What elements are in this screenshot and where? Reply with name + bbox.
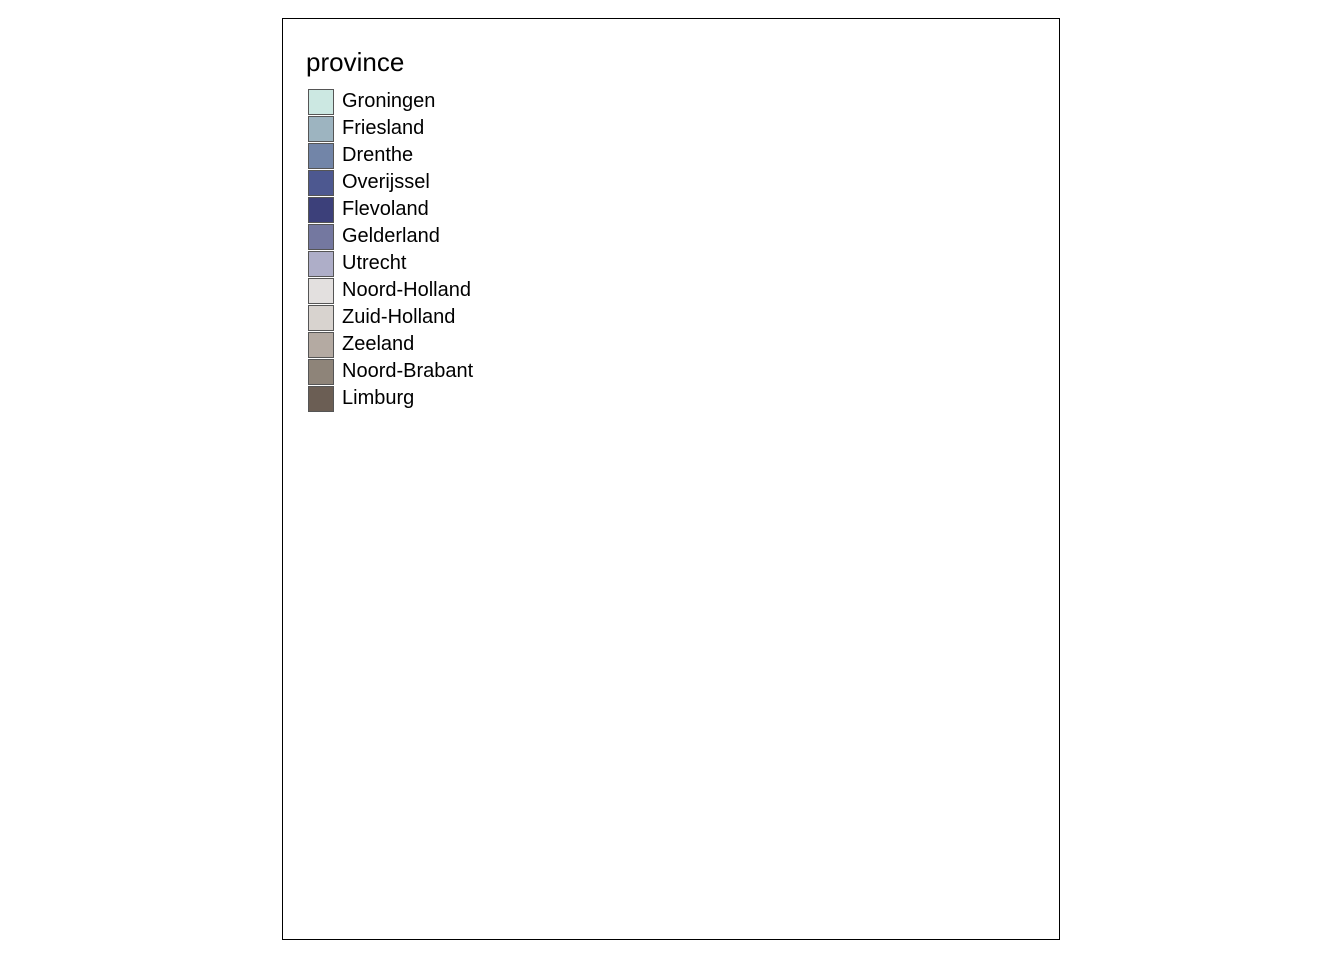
legend-swatch xyxy=(308,142,334,169)
legend-swatch xyxy=(308,331,334,358)
legend-swatch xyxy=(308,385,334,412)
legend-label: Utrecht xyxy=(342,252,407,274)
legend-item-utrecht: Utrecht xyxy=(306,250,473,277)
legend-title: province xyxy=(306,47,405,77)
legend-swatch xyxy=(308,358,334,385)
legend-label: Limburg xyxy=(342,387,415,409)
legend-swatch xyxy=(308,277,334,304)
legend-item-drenthe: Drenthe xyxy=(306,142,473,169)
legend-swatch xyxy=(308,115,334,142)
legend-item-noord-holland: Noord-Holland xyxy=(306,277,473,304)
legend-swatch xyxy=(308,304,334,331)
legend-label: Overijssel xyxy=(342,171,430,193)
legend-item-flevoland: Flevoland xyxy=(306,196,473,223)
legend-label: Groningen xyxy=(342,90,436,112)
legend-item-overijssel: Overijssel xyxy=(306,169,473,196)
map-legend: province Groningen Friesland Drenthe Ove… xyxy=(306,46,473,412)
legend-item-gelderland: Gelderland xyxy=(306,223,473,250)
legend-item-groningen: Groningen xyxy=(306,88,473,115)
legend-label: Drenthe xyxy=(342,144,414,166)
legend-label: Zeeland xyxy=(342,333,415,355)
legend-swatch xyxy=(308,196,334,223)
legend-swatch xyxy=(308,250,334,277)
map-frame xyxy=(282,18,1060,940)
legend-label: Flevoland xyxy=(342,198,429,220)
legend-swatch xyxy=(308,88,334,115)
legend-swatch xyxy=(308,223,334,250)
legend-swatch xyxy=(308,169,334,196)
legend-label: Noord-Brabant xyxy=(342,360,474,382)
legend-item-limburg: Limburg xyxy=(306,385,473,412)
legend-items: Groningen Friesland Drenthe Overijssel F… xyxy=(306,88,473,412)
legend-label: Friesland xyxy=(342,117,425,139)
legend-item-zuid-holland: Zuid-Holland xyxy=(306,304,473,331)
legend-item-zeeland: Zeeland xyxy=(306,331,473,358)
legend-label: Noord-Holland xyxy=(342,279,471,301)
legend-item-noord-brabant: Noord-Brabant xyxy=(306,358,473,385)
legend-label: Gelderland xyxy=(342,225,440,247)
legend-item-friesland: Friesland xyxy=(306,115,473,142)
legend-label: Zuid-Holland xyxy=(342,306,456,328)
